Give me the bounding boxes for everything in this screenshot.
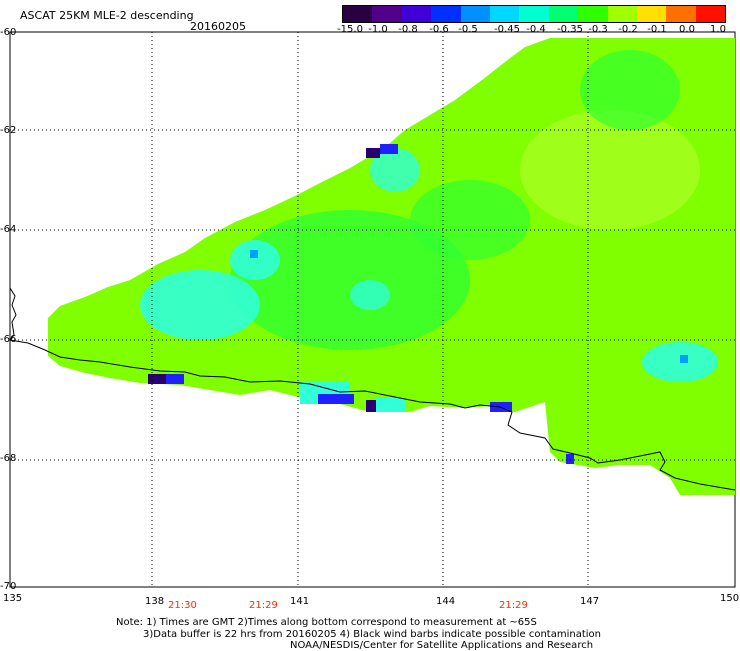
colorbar-swatch-11 [666,6,696,22]
colorbar-swatch-5 [489,6,520,22]
map-date: 20160205 [190,20,246,33]
field-cyan-patch [370,148,420,192]
map-title: ASCAT 25KM MLE-2 descending [20,9,194,22]
lon-label: 147 [580,596,600,607]
colorbar-swatch-10 [636,6,667,22]
field-mid-patch [580,50,680,130]
note-line-1: Note: 1) Times are GMT 2)Times along bot… [116,617,537,628]
lat-label: -70 [0,581,17,592]
field-blue-cell [680,355,688,363]
field-cyan-patch [230,240,280,280]
colorbar-swatch-12 [695,6,726,22]
colorbar-labels: -15.0 -1.0 -0.8 -0.6 -0.5 -0.45 -0.4 -0.… [330,24,730,38]
lat-label: -62 [0,125,17,136]
colorbar-swatch-9 [607,6,637,22]
colorbar-label: -0.5 [458,24,478,35]
field-cyan-patch [140,270,260,340]
colorbar-label: -0.4 [526,24,546,35]
lat-label: -68 [0,453,17,464]
colorbar-label: 1.0 [710,24,726,35]
lat-label: -64 [0,224,17,235]
colorbar-swatch-7 [548,6,579,22]
time-label: 21:29 [499,600,528,611]
lat-label: -60 [0,27,17,38]
colorbar-label: -1.0 [368,24,388,35]
colorbar-label: -15.0 [337,24,363,35]
colorbar-swatch-8 [578,6,608,22]
note-line-2: 3)Data buffer is 22 hrs from 20160205 4)… [143,629,601,640]
time-label: 21:30 [168,600,197,611]
colorbar-swatch-6 [519,6,549,22]
lon-label: 141 [290,596,310,607]
field-blue-cell [380,144,398,154]
data-field [48,38,735,495]
colorbar-swatch-3 [431,6,461,22]
field-blue-cell [566,454,574,464]
colorbar-label: 0.0 [679,24,695,35]
time-label: 21:29 [249,600,278,611]
colorbar-swatch-4 [460,6,490,22]
colorbar-swatch-0 [343,6,373,22]
colorbar-label: -0.2 [618,24,638,35]
colorbar-swatch-2 [401,6,432,22]
note-line-3: NOAA/NESDIS/Center for Satellite Applica… [290,640,594,651]
lon-label: 144 [436,596,456,607]
colorbar-label: -0.45 [494,24,520,35]
field-cyan-patch [375,398,405,412]
colorbar-label: -0.35 [557,24,583,35]
lat-label: -66 [0,334,17,345]
field-mid-patch [230,210,470,350]
field-mid-patch [410,180,530,260]
coastline [9,287,736,491]
lon-label: 150 [720,593,740,604]
field-cyan-patch [350,280,390,310]
colorbar-label: -0.6 [429,24,449,35]
colorbar-label: -0.1 [647,24,667,35]
field-blue-cell [250,250,258,258]
colorbar [342,5,726,23]
colorbar-label: -0.3 [588,24,608,35]
graticule [10,32,735,587]
lon-label: 138 [145,596,165,607]
colorbar-swatch-1 [372,6,402,22]
field-light-patch [520,110,700,230]
field-navy-cell [366,400,376,412]
field-blue-cell [318,394,354,404]
field-navy-cell [366,148,380,158]
colorbar-label: -0.8 [398,24,418,35]
field-blue-cell [166,374,184,384]
field-navy-cell [148,374,166,384]
lon-label: 135 [3,593,23,604]
